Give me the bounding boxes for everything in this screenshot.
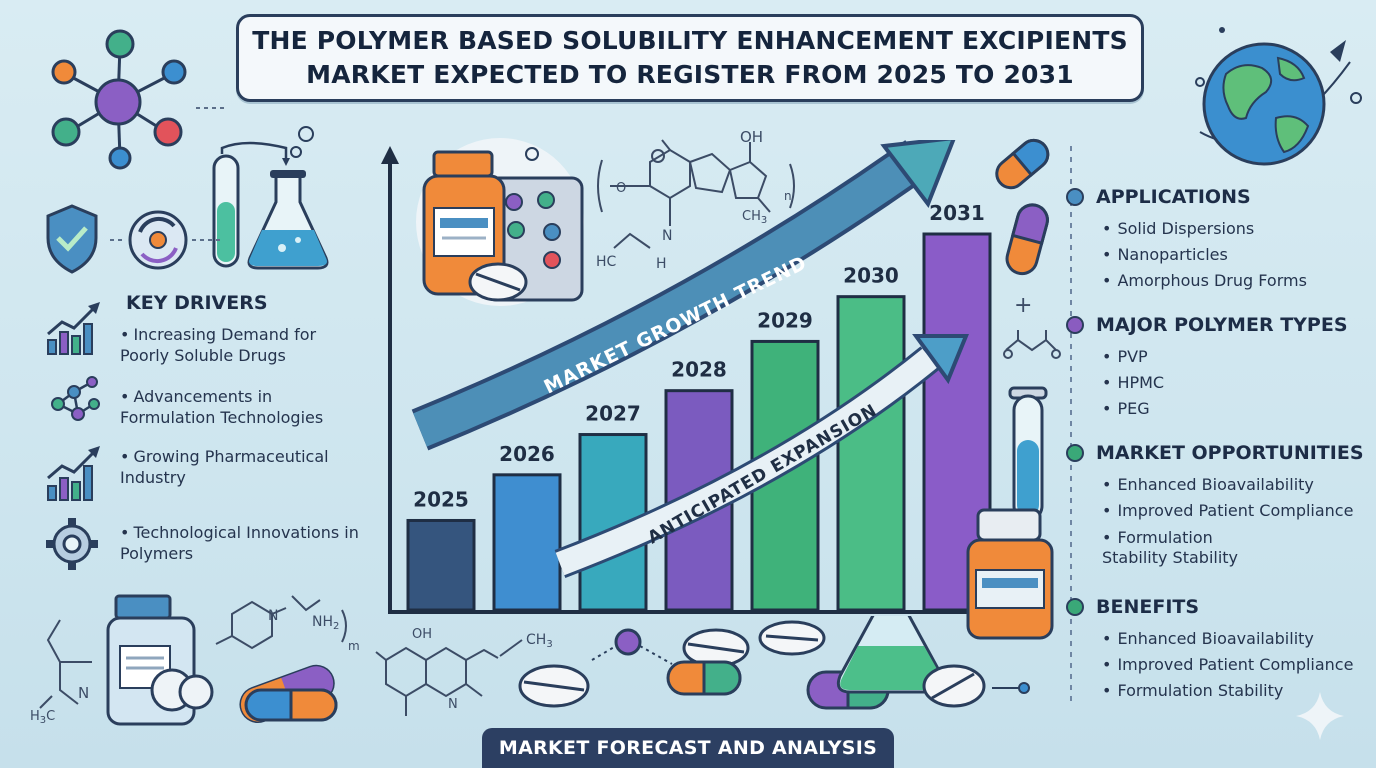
opportunities-section: MARKET OPPORTUNITIES • Enhanced Bioavaila… xyxy=(1066,440,1366,568)
bar-label-2027: 2027 xyxy=(585,402,641,426)
applications-section: APPLICATIONS • Solid Dispersions • Nanopar… xyxy=(1066,184,1366,294)
driver-text: Growing Pharmaceutical Industry xyxy=(120,447,329,487)
driver-text: Technological Innovations in Polymers xyxy=(120,523,359,563)
bar-2025 xyxy=(406,518,476,612)
list-item: • Nanoparticles xyxy=(1102,245,1228,264)
driver-item: • Increasing Demand for Poorly Soluble Dr… xyxy=(44,300,374,365)
list-item: • Enhanced Bioavailability xyxy=(1102,629,1314,648)
test-tube-flask-decoration xyxy=(212,126,329,270)
bar-label-2026: 2026 xyxy=(499,442,555,466)
bar-label-2025: 2025 xyxy=(413,487,469,511)
list-item: • PVP xyxy=(1102,347,1148,366)
title-line-2: MARKET EXPECTED TO REGISTER FROM 2025 TO… xyxy=(306,60,1074,89)
bar-growth-icon xyxy=(47,446,100,501)
n-label: N xyxy=(268,608,278,624)
bottom-decoration: OH N CH3 xyxy=(375,616,1030,716)
bar-label-2028: 2028 xyxy=(671,358,727,382)
driver-item: • Advancements in Formulation Technologie… xyxy=(44,374,374,434)
benefits-heading: BENEFITS xyxy=(1096,596,1200,618)
driver-item: • Technological Innovations in Polymers xyxy=(44,516,374,576)
bar-label-2029: 2029 xyxy=(757,308,813,332)
o-label: O xyxy=(616,181,626,196)
bar-growth-icon xyxy=(47,302,100,355)
footer-label: MARKET FORECAST AND ANALYSIS xyxy=(498,737,878,759)
y-axis-arrow xyxy=(381,146,399,164)
molecule-network-icon xyxy=(51,376,100,421)
benefits-dot xyxy=(1066,598,1084,616)
globe-decoration xyxy=(1195,27,1362,166)
sparkle-icon xyxy=(1296,692,1344,740)
list-item: • Enhanced Bioavailability xyxy=(1102,475,1314,494)
list-item: • Solid Dispersions xyxy=(1102,219,1255,238)
n-label: N xyxy=(78,684,89,702)
labels-layer: 2025 2026 2027 2028 2029 2030 2031 xyxy=(413,201,985,511)
polymer-types-section: MAJOR POLYMER TYPES • PVP • HPMC • PEG xyxy=(1066,312,1366,422)
ch3-label: CH3 xyxy=(526,632,553,650)
shield-check-icon xyxy=(46,204,220,274)
driver-text: Advancements in Formulation Technologies xyxy=(120,387,324,427)
opportunities-heading: MARKET OPPORTUNITIES xyxy=(1096,442,1364,464)
ch3-label: CH3 xyxy=(742,209,767,226)
list-item: • Formulation Stability Stability xyxy=(1102,528,1239,567)
n-label: N xyxy=(448,697,458,712)
title-banner: THE POLYMER BASED SOLUBILITY ENHANCEMENT… xyxy=(236,14,1144,102)
m-subscript: m xyxy=(348,639,360,653)
molecule-network-decoration xyxy=(51,29,226,170)
h-label: H xyxy=(656,256,667,272)
n-subscript: n xyxy=(784,189,792,203)
nh2-label: NH2 xyxy=(312,614,339,632)
applications-dot xyxy=(1066,188,1084,206)
bar-label-2031: 2031 xyxy=(929,201,985,225)
list-item: • Amorphous Drug Forms xyxy=(1102,271,1307,290)
pill-bottle-blister-decoration xyxy=(416,138,584,306)
chemical-fragment-decoration: + xyxy=(1003,293,1061,359)
footer-banner: MARKET FORECAST AND ANALYSIS xyxy=(482,728,894,768)
oh-label: OH xyxy=(412,627,432,642)
list-item: • PEG xyxy=(1102,399,1150,418)
list-item: • Formulation Stability xyxy=(1102,681,1284,700)
list-item: • Improved Patient Compliance xyxy=(1102,655,1354,674)
benefits-section: BENEFITS • Enhanced Bioavailability • Impr… xyxy=(1066,594,1366,704)
capsules-decoration xyxy=(995,138,1050,276)
hc-label: HC xyxy=(596,254,617,270)
bottle-capsule-decoration: N H3C N NH2 m xyxy=(30,594,360,726)
driver-item: • Growing Pharmaceutical Industry xyxy=(44,446,374,506)
chemical-structure-decoration: O N HC H OH CH3 n xyxy=(596,128,795,272)
driver-text: Increasing Demand for Poorly Soluble Dru… xyxy=(120,325,317,365)
opportunities-dot xyxy=(1066,444,1084,462)
title-line-1: THE POLYMER BASED SOLUBILITY ENHANCEMENT… xyxy=(252,26,1128,55)
applications-heading: APPLICATIONS xyxy=(1096,186,1251,208)
plus-sign: + xyxy=(1014,293,1032,318)
polymer-types-heading: MAJOR POLYMER TYPES xyxy=(1096,314,1348,336)
list-item: • HPMC xyxy=(1102,373,1165,392)
polymer-types-dot xyxy=(1066,316,1084,334)
test-tube-decoration xyxy=(1008,386,1048,522)
oh-label: OH xyxy=(740,128,763,146)
bar-2030 xyxy=(836,295,906,612)
h3c-label: H3C xyxy=(30,709,55,726)
key-drivers-heading: KEY DRIVERS xyxy=(126,292,268,314)
list-item: • Improved Patient Compliance xyxy=(1102,501,1354,520)
bar-label-2030: 2030 xyxy=(843,264,899,288)
orange-bottle-decoration xyxy=(966,508,1054,640)
n-label: N xyxy=(662,228,672,244)
gear-icon xyxy=(46,518,98,570)
bar-2026 xyxy=(492,473,562,612)
